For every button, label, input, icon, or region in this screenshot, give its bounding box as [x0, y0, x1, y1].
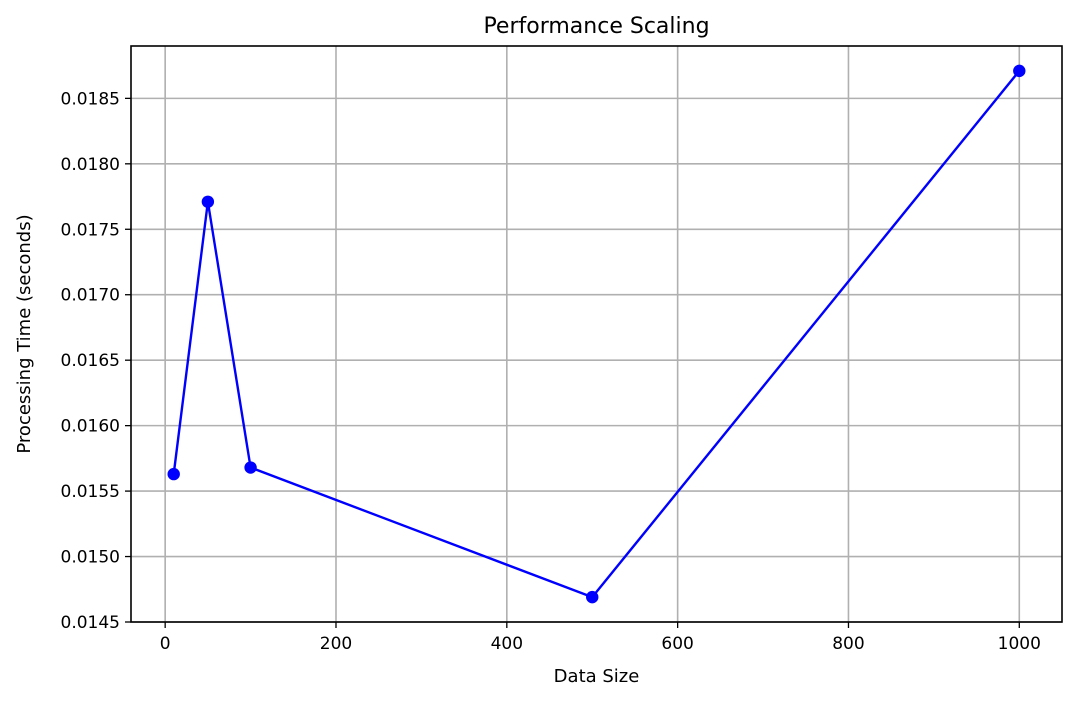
- plot-frame: [130, 45, 1063, 623]
- y-tick-label: 0.0150: [61, 548, 120, 568]
- x-tick-label: 800: [832, 634, 864, 654]
- y-tick-label: 0.0155: [61, 482, 120, 502]
- y-axis-label: Processing Time (seconds): [14, 214, 35, 453]
- data-point: [201, 195, 215, 208]
- data-point: [244, 461, 257, 474]
- axis-ticks: 0 200 400 600 800 1000 0.0145 0.0150 0.0155 0.016…: [61, 89, 1041, 654]
- y-tick-label: 0.0170: [61, 286, 120, 306]
- y-tick-label: 0.0165: [61, 351, 120, 371]
- x-tick-label: 600: [661, 634, 693, 654]
- data-point: [1013, 64, 1026, 78]
- y-tick-label: 0.0175: [61, 220, 120, 240]
- y-tick-label: 0.0145: [61, 613, 120, 633]
- y-tick-label: 0.0160: [61, 417, 120, 437]
- grid-lines: [131, 46, 1062, 623]
- data-point: [586, 590, 599, 604]
- x-tick-label: 0: [160, 634, 171, 654]
- series-layer: [167, 64, 1026, 604]
- chart-title: Performance Scaling: [483, 14, 709, 39]
- x-axis-label: Data Size: [554, 666, 640, 687]
- y-tick-label: 0.0180: [61, 155, 120, 175]
- x-tick-label: 200: [320, 634, 352, 654]
- x-tick-label: 400: [491, 634, 523, 654]
- x-tick-label: 1000: [998, 634, 1041, 654]
- data-point: [167, 467, 180, 481]
- y-tick-label: 0.0185: [61, 89, 120, 109]
